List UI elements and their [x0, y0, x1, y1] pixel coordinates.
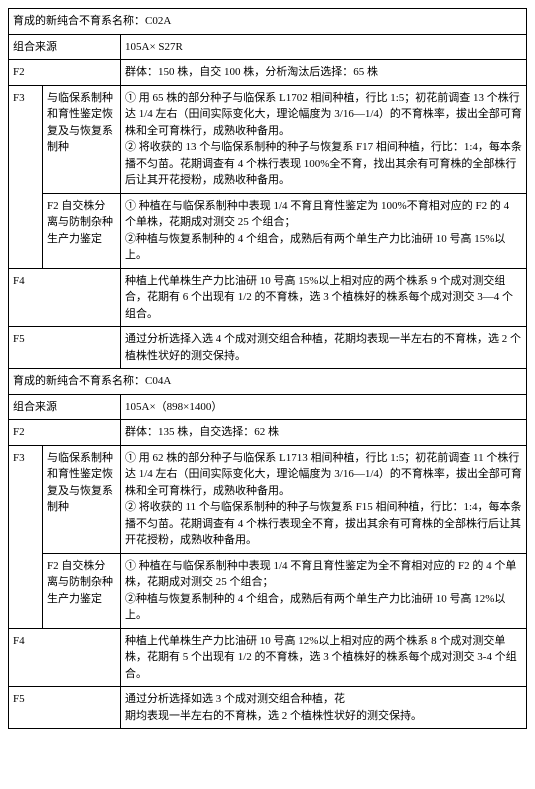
f5-value: 通过分析选择入选 4 个成对测交组合种植，花期均表现一半左右的不育株，选 2 个… [121, 327, 527, 369]
f5-value: 通过分析选择如选 3 个成对测交组合种植，花 期均表现一半左右的不育株，选 2 … [121, 687, 527, 729]
f4-label: F4 [9, 268, 121, 327]
f3-subvalue: ① 用 65 株的部分种子与临保系 L1702 相间种植，行比 1:5；初花前调… [121, 85, 527, 193]
source-value: 105A×（898×1400） [121, 394, 527, 420]
f2-label: F2 [9, 60, 121, 86]
f3-label: F3 [9, 85, 43, 268]
f4-value: 种植上代单株生产力比油研 10 号高 15%以上相对应的两个株系 9 个成对测交… [121, 268, 527, 327]
f3-sublabel: F2 自交株分离与防制杂种生产力鉴定 [43, 193, 121, 268]
f2-value: 群体：135 株，自交选择：62 株 [121, 420, 527, 446]
f3-subvalue: ① 种植在与临保系制种中表现 1/4 不育且育性鉴定为全不育相对应的 F2 的 … [121, 553, 527, 628]
source-label: 组合来源 [9, 34, 121, 60]
f3-label: F3 [9, 445, 43, 628]
f5-label: F5 [9, 327, 121, 369]
f5-label: F5 [9, 687, 121, 729]
f2-value: 群体：150 株，自交 100 株，分析淘汰后选择：65 株 [121, 60, 527, 86]
source-value: 105A× S27R [121, 34, 527, 60]
block-title: 育成的新纯合不育系名称：C02A [9, 9, 527, 35]
f3-sublabel: 与临保系制种和育性鉴定恢复及与恢复系制种 [43, 445, 121, 553]
f2-label: F2 [9, 420, 121, 446]
f4-label: F4 [9, 628, 121, 687]
block-title: 育成的新纯合不育系名称：C04A [9, 369, 527, 395]
breeding-table: 育成的新纯合不育系名称：C02A 组合来源 105A× S27R F2 群体：1… [8, 8, 527, 729]
source-label: 组合来源 [9, 394, 121, 420]
f4-value: 种植上代单株生产力比油研 10 号高 12%以上相对应的两个株系 8 个成对测交… [121, 628, 527, 687]
f3-subvalue: ① 种植在与临保系制种中表现 1/4 不育且育性鉴定为 100%不育相对应的 F… [121, 193, 527, 268]
f3-sublabel: 与临保系制种和育性鉴定恢复及与恢复系制种 [43, 85, 121, 193]
f3-subvalue: ① 用 62 株的部分种子与临保系 L1713 相间种植，行比 1:5；初花前调… [121, 445, 527, 553]
f3-sublabel: F2 自交株分离与防制杂种生产力鉴定 [43, 553, 121, 628]
